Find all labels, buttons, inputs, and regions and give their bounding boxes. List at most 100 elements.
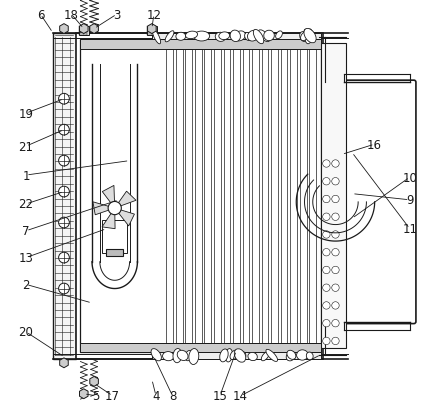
Bar xyxy=(166,50,173,344)
Polygon shape xyxy=(79,24,88,34)
Ellipse shape xyxy=(163,352,174,361)
Bar xyxy=(242,50,250,344)
Bar xyxy=(176,50,182,344)
Ellipse shape xyxy=(239,352,246,360)
Ellipse shape xyxy=(219,33,230,40)
Text: 11: 11 xyxy=(402,223,417,236)
Text: 6: 6 xyxy=(37,9,44,21)
Circle shape xyxy=(332,160,339,168)
Ellipse shape xyxy=(304,30,312,42)
Polygon shape xyxy=(79,389,88,399)
Text: 5: 5 xyxy=(92,389,100,402)
Circle shape xyxy=(332,249,339,256)
Ellipse shape xyxy=(266,349,278,361)
Bar xyxy=(53,33,75,359)
Ellipse shape xyxy=(304,29,316,44)
Ellipse shape xyxy=(173,349,182,363)
Bar xyxy=(262,50,268,344)
Bar xyxy=(214,50,221,344)
Circle shape xyxy=(332,320,339,327)
Ellipse shape xyxy=(258,31,270,43)
Bar xyxy=(79,40,321,50)
Bar xyxy=(300,50,306,344)
Circle shape xyxy=(323,267,330,274)
Circle shape xyxy=(323,160,330,168)
Circle shape xyxy=(332,267,339,274)
Ellipse shape xyxy=(262,352,269,361)
Text: 8: 8 xyxy=(169,389,176,402)
Ellipse shape xyxy=(234,349,246,362)
Ellipse shape xyxy=(185,351,193,361)
Ellipse shape xyxy=(225,349,233,362)
Ellipse shape xyxy=(152,31,161,45)
Text: 1: 1 xyxy=(22,169,30,182)
Bar xyxy=(321,44,346,349)
Ellipse shape xyxy=(151,349,161,361)
Bar xyxy=(75,33,323,359)
Ellipse shape xyxy=(254,30,264,45)
Circle shape xyxy=(323,284,330,292)
Circle shape xyxy=(323,320,330,327)
Ellipse shape xyxy=(276,32,282,40)
Text: 14: 14 xyxy=(233,389,248,402)
Text: 19: 19 xyxy=(19,107,33,120)
Polygon shape xyxy=(93,202,115,215)
Ellipse shape xyxy=(186,32,198,40)
Polygon shape xyxy=(102,186,115,209)
Bar xyxy=(309,50,316,344)
Circle shape xyxy=(323,231,330,239)
Text: 22: 22 xyxy=(19,198,33,211)
Bar xyxy=(103,221,127,254)
Text: 10: 10 xyxy=(402,171,417,184)
Text: 13: 13 xyxy=(19,252,33,264)
Bar xyxy=(152,33,321,40)
Polygon shape xyxy=(90,377,99,387)
Polygon shape xyxy=(102,209,115,229)
Circle shape xyxy=(59,156,69,166)
Ellipse shape xyxy=(305,30,313,45)
Bar xyxy=(186,50,192,344)
Ellipse shape xyxy=(247,31,259,42)
Text: 2: 2 xyxy=(22,278,30,291)
Circle shape xyxy=(323,337,330,345)
Circle shape xyxy=(332,337,339,345)
Circle shape xyxy=(59,253,69,263)
Text: 21: 21 xyxy=(19,140,33,153)
Circle shape xyxy=(332,178,339,185)
Text: 18: 18 xyxy=(64,9,79,21)
Ellipse shape xyxy=(234,32,246,42)
Text: 16: 16 xyxy=(367,138,382,151)
Polygon shape xyxy=(147,24,156,34)
Circle shape xyxy=(59,94,69,105)
FancyBboxPatch shape xyxy=(341,81,416,324)
Bar xyxy=(223,50,230,344)
Circle shape xyxy=(332,196,339,203)
Circle shape xyxy=(332,284,339,292)
Text: 15: 15 xyxy=(213,389,227,402)
Ellipse shape xyxy=(300,33,308,43)
Circle shape xyxy=(108,202,121,215)
Ellipse shape xyxy=(176,33,186,41)
Ellipse shape xyxy=(189,349,199,365)
Bar xyxy=(233,50,240,344)
Text: 3: 3 xyxy=(113,9,120,21)
Polygon shape xyxy=(115,192,136,209)
Circle shape xyxy=(323,196,330,203)
Circle shape xyxy=(59,218,69,228)
Bar xyxy=(252,50,259,344)
Circle shape xyxy=(332,302,339,309)
Circle shape xyxy=(332,214,339,221)
Ellipse shape xyxy=(230,31,240,43)
Text: 12: 12 xyxy=(147,9,162,21)
Bar xyxy=(152,353,321,359)
Ellipse shape xyxy=(230,350,238,360)
Ellipse shape xyxy=(177,351,188,361)
Ellipse shape xyxy=(248,353,258,361)
Bar xyxy=(79,26,89,36)
Bar xyxy=(79,344,321,353)
Text: 20: 20 xyxy=(19,325,33,339)
Ellipse shape xyxy=(215,33,226,42)
Ellipse shape xyxy=(306,352,313,360)
Bar xyxy=(79,40,321,353)
Circle shape xyxy=(323,249,330,256)
